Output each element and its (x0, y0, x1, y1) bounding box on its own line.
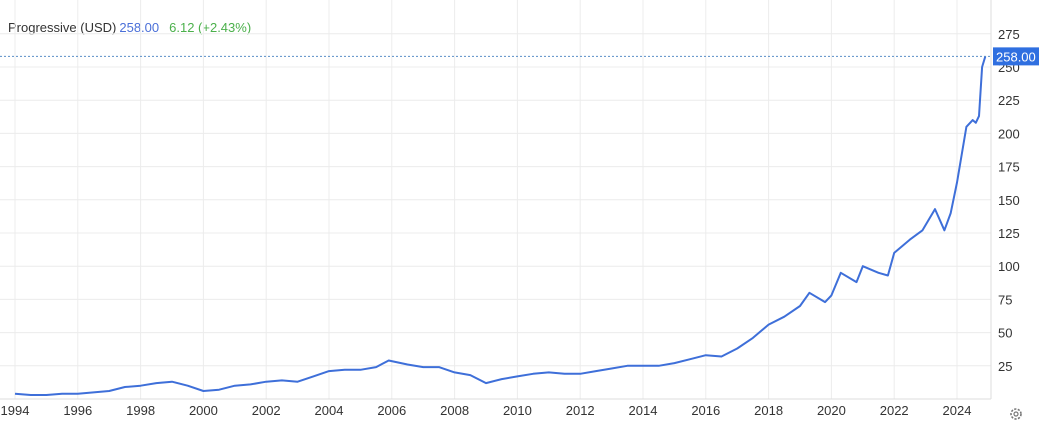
x-tick-label: 2010 (503, 403, 532, 418)
x-tick-label: 1994 (1, 403, 30, 418)
y-tick-label: 200 (998, 126, 1020, 141)
x-tick-label: 2018 (754, 403, 783, 418)
y-tick-label: 25 (998, 359, 1012, 374)
legend-price: 258.00 (119, 20, 160, 35)
gear-hub (1013, 411, 1019, 417)
last-price-label: 258.00 (996, 49, 1036, 64)
y-tick-label: 75 (998, 292, 1012, 307)
price-line (14, 56, 987, 396)
x-tick-label: 1998 (126, 403, 155, 418)
x-tick-label: 2006 (377, 403, 406, 418)
y-tick-label: 225 (998, 93, 1020, 108)
legend: Progressive (USD) 258.00 6.12 (+2.43%) (8, 20, 251, 35)
legend-change: 6.12 (+2.43%) (169, 20, 252, 35)
gear-teeth (1010, 408, 1022, 420)
y-tick-label: 150 (998, 193, 1020, 208)
x-tick-label: 2016 (691, 403, 720, 418)
legend-name: Progressive (USD) (8, 20, 117, 35)
y-tick-label: 50 (998, 326, 1012, 341)
last-price-label-bg (993, 47, 1039, 66)
x-tick-label: 2020 (817, 403, 846, 418)
y-tick-label: 125 (998, 226, 1020, 241)
y-tick-label: 100 (998, 259, 1020, 274)
x-tick-label: 2008 (440, 403, 469, 418)
x-tick-label: 2000 (189, 403, 218, 418)
x-tick-label: 2014 (629, 403, 658, 418)
y-tick-label: 175 (998, 160, 1020, 175)
gear-icon[interactable] (1010, 408, 1022, 420)
x-tick-label: 1996 (63, 403, 92, 418)
x-tick-label: 2022 (880, 403, 909, 418)
y-tick-label: 275 (998, 27, 1020, 42)
x-tick-label: 2004 (315, 403, 344, 418)
x-tick-label: 2012 (566, 403, 595, 418)
x-tick-label: 2024 (943, 403, 972, 418)
x-tick-label: 2002 (252, 403, 281, 418)
